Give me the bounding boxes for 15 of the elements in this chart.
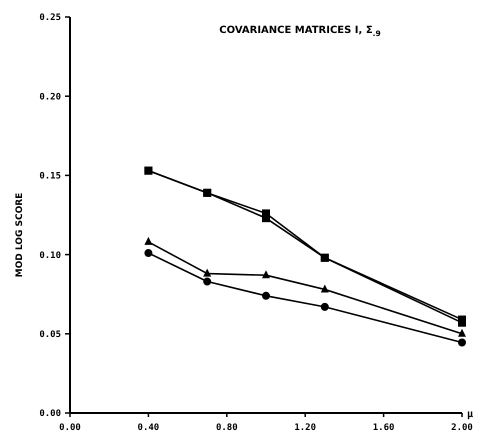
x-tick-label: 1.60	[372, 423, 394, 433]
y-tick-label: 0.05	[39, 330, 61, 340]
x-axis-title: μ	[467, 409, 474, 420]
x-tick-label: 0.40	[138, 423, 160, 433]
y-tick-label: 0.25	[39, 13, 61, 24]
y-axis-title: MOD LOG SCORE	[15, 192, 25, 278]
text: COVARIANCE MATRICES I, Σ$_{.9}$	[219, 25, 381, 38]
x-tick-label: 0.80	[216, 423, 238, 433]
y-tick-label: 0.00	[39, 409, 61, 420]
x-tick-label: 0.00	[59, 423, 81, 433]
x-tick-label: 2.00	[451, 423, 473, 433]
x-tick-label: 1.20	[294, 423, 316, 433]
y-tick-label: 0.20	[39, 92, 61, 102]
y-tick-label: 0.15	[39, 172, 61, 182]
y-tick-label: 0.10	[39, 250, 61, 261]
